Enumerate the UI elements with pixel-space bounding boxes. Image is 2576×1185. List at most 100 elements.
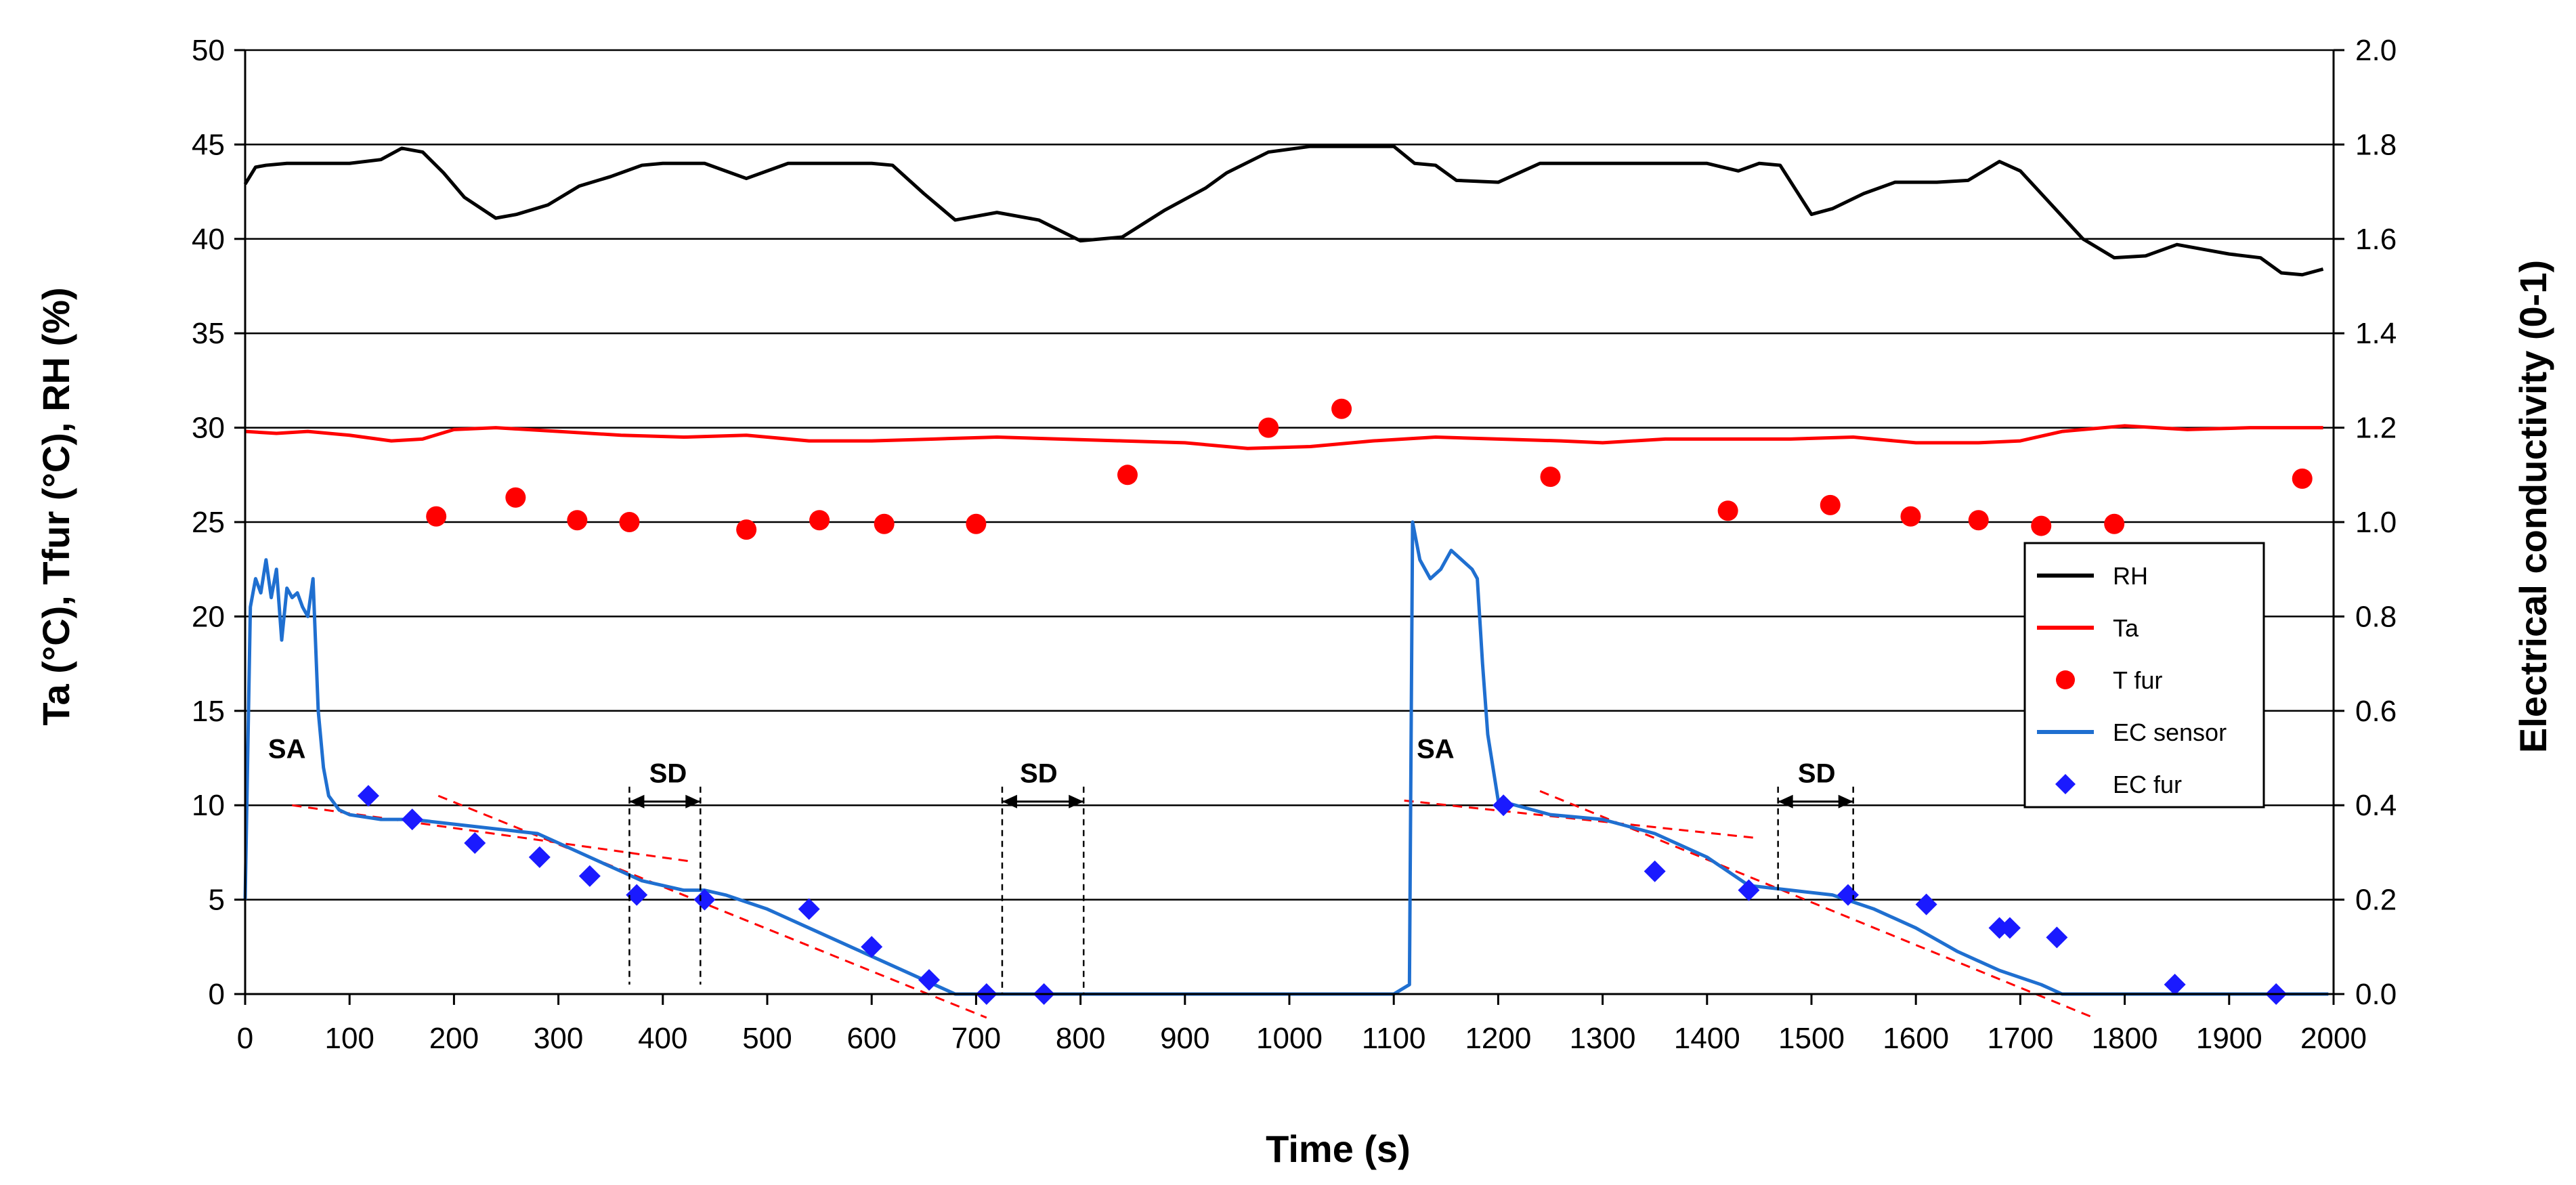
- tfur-point-6: [809, 510, 830, 531]
- ec-fur-point-1: [357, 785, 379, 807]
- x-tick-label-800: 800: [1056, 1022, 1105, 1055]
- legend-label-rh: RH: [2113, 562, 2148, 590]
- x-tick-label-200: 200: [429, 1022, 479, 1055]
- tfur-point-16: [1968, 510, 1989, 531]
- x-tick-label-2000: 2000: [2300, 1022, 2367, 1055]
- tfur-point-8: [966, 513, 987, 534]
- y-axis-right-title: Electrical conductivity (0-1): [2512, 260, 2554, 753]
- y-left-tick-label-30: 30: [192, 412, 225, 445]
- legend-label-ec-fur: EC fur: [2113, 771, 2182, 798]
- y-right-tick-label-0.8: 0.8: [2355, 600, 2397, 633]
- x-tick-label-400: 400: [638, 1022, 687, 1055]
- data-series: [243, 144, 2329, 1005]
- legend-label-ta: Ta: [2113, 614, 2139, 642]
- tfur-point-1: [426, 506, 447, 527]
- ec-fur-point-14: [1644, 860, 1666, 882]
- ec-fur-point-4: [528, 846, 551, 868]
- y-right-tick-label-1.0: 1.0: [2355, 506, 2397, 539]
- tfur-point-13: [1717, 500, 1738, 521]
- ec-fur-point-19: [1998, 917, 2021, 939]
- ec-fur-point-17: [1915, 893, 1937, 915]
- annotation-sa-2: SA: [1417, 735, 1455, 764]
- legend-box: [2023, 542, 2265, 809]
- legend-swatch-ec-fur: [2055, 774, 2076, 794]
- y-left-tick-label-0: 0: [209, 978, 225, 1011]
- ec-fur-point-7: [693, 888, 716, 911]
- ec-fur-point-8: [798, 898, 820, 920]
- y-axis-left-title: Ta (°C), Tfur (°C), RH (%): [35, 287, 77, 725]
- x-axis-title: Time (s): [1266, 1127, 1411, 1170]
- x-tick-label-300: 300: [534, 1022, 583, 1055]
- ec-fur-point-10: [918, 969, 941, 991]
- y-right-tick-label-0.4: 0.4: [2355, 789, 2397, 822]
- y-right-tick-label-1.6: 1.6: [2355, 223, 2397, 256]
- ec-fur-point-6: [626, 884, 648, 906]
- x-tick-label-1200: 1200: [1465, 1022, 1531, 1055]
- tfur-point-11: [1331, 398, 1352, 419]
- y-right-tick-label-1.2: 1.2: [2355, 412, 2397, 445]
- y-left-tick-label-25: 25: [192, 506, 225, 539]
- x-tick-label-1500: 1500: [1778, 1022, 1845, 1055]
- trend-lines: [292, 790, 2094, 1019]
- fit-line-2: [437, 794, 987, 1019]
- ec-fur-point-5: [578, 865, 601, 887]
- y-right-tick-label-1.4: 1.4: [2355, 317, 2397, 350]
- annotation-sa-1: SA: [268, 735, 306, 764]
- x-tick-label-500: 500: [742, 1022, 792, 1055]
- tfur-point-5: [736, 519, 757, 540]
- legend-swatch-t-fur: [2056, 670, 2075, 689]
- tfur-point-18: [2104, 513, 2125, 534]
- rh-line: [243, 144, 2324, 277]
- x-tick-label-1700: 1700: [1987, 1022, 2053, 1055]
- fit-line-3: [1404, 799, 1760, 840]
- tfur-point-14: [1820, 494, 1841, 515]
- ec-fur-point-3: [464, 832, 486, 854]
- x-tick-label-600: 600: [846, 1022, 896, 1055]
- ec-fur-point-21: [2164, 974, 2186, 996]
- annotations: SA SA SD SD SD: [268, 735, 1854, 994]
- axes: 0 100 200 300 400 500 600 700 800 900 1000 1100 1200…: [192, 34, 2397, 1055]
- sd-arrowhead-left-4: [1002, 794, 1017, 809]
- x-tick-label-1800: 1800: [2092, 1022, 2158, 1055]
- legend-label-t-fur: T fur: [2113, 666, 2162, 694]
- tfur-point-15: [1900, 506, 1921, 527]
- y-left-tick-label-35: 35: [192, 317, 225, 350]
- annotation-sd-4: SD: [1020, 759, 1058, 789]
- x-tick-label-1900: 1900: [2196, 1022, 2262, 1055]
- tfur-point-10: [1258, 417, 1279, 438]
- annotation-sd-5: SD: [1798, 759, 1836, 789]
- y-right-tick-label-2.0: 2.0: [2355, 34, 2397, 67]
- sd-arrowhead-right-4: [1069, 794, 1084, 809]
- x-tick-label-1300: 1300: [1570, 1022, 1636, 1055]
- x-tick-label-1100: 1100: [1362, 1022, 1426, 1055]
- ec-fur-point-2: [401, 809, 423, 831]
- sd-arrowhead-right-5: [1838, 794, 1853, 809]
- x-tick-label-700: 700: [951, 1022, 1001, 1055]
- y-left-tick-label-5: 5: [209, 884, 225, 917]
- legend-label-ec-sensor: EC sensor: [2113, 718, 2227, 746]
- x-tick-label-0: 0: [237, 1022, 253, 1055]
- legend: RH Ta T fur EC sensor EC fur: [2023, 542, 2265, 809]
- grid-lines: [245, 49, 2334, 995]
- tfur-point-7: [874, 513, 895, 534]
- y-right-tick-label-1.8: 1.8: [2355, 128, 2397, 161]
- annotation-sd-3: SD: [649, 759, 687, 789]
- tfur-point-17: [2031, 515, 2052, 536]
- x-tick-label-1400: 1400: [1674, 1022, 1740, 1055]
- tfur-point-3: [567, 510, 588, 531]
- ec-fur-point-9: [861, 936, 883, 958]
- ta-line: [244, 424, 2323, 450]
- ec-fur-point-20: [2046, 926, 2068, 949]
- ec-fur-point-15: [1738, 879, 1760, 901]
- ec-sensor-line: [243, 520, 2329, 996]
- tfur-point-19: [2292, 468, 2313, 489]
- tfur-point-12: [1540, 467, 1561, 488]
- x-tick-label-100: 100: [324, 1022, 374, 1055]
- y-left-tick-label-45: 45: [192, 128, 225, 161]
- sd-arrowhead-right-3: [685, 794, 701, 809]
- x-tick-label-1600: 1600: [1883, 1022, 1949, 1055]
- y-right-tick-label-0.0: 0.0: [2355, 978, 2397, 1011]
- y-right-tick-label-0.2: 0.2: [2355, 884, 2397, 917]
- y-right-tick-label-0.6: 0.6: [2355, 695, 2397, 728]
